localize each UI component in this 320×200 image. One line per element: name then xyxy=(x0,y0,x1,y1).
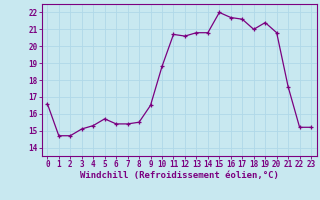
X-axis label: Windchill (Refroidissement éolien,°C): Windchill (Refroidissement éolien,°C) xyxy=(80,171,279,180)
